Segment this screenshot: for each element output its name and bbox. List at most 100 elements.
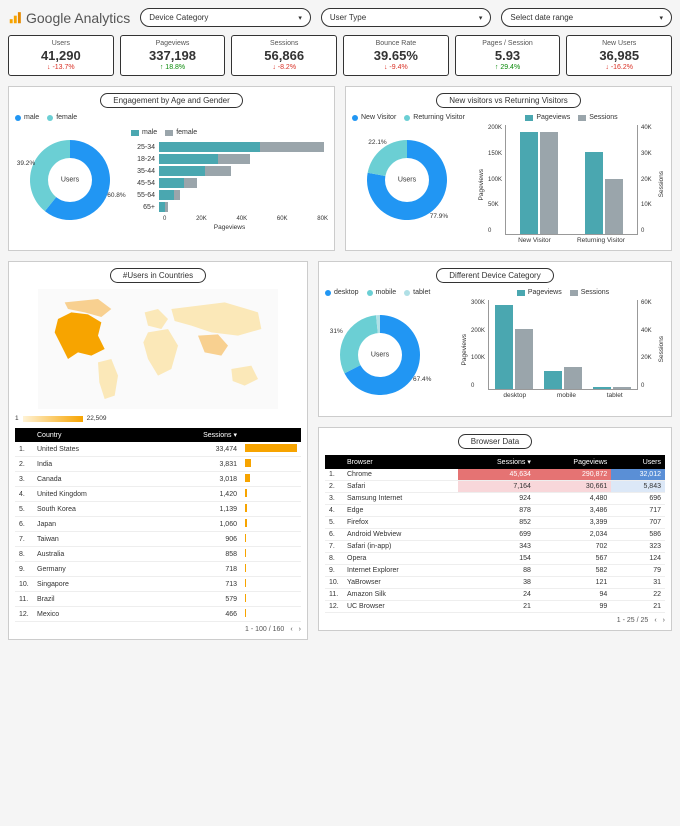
table-row[interactable]: 3.Samsung Internet9244,480696 bbox=[325, 493, 665, 505]
devices-panel: Different Device Category desktopmobilet… bbox=[318, 261, 672, 417]
kpi-card: Sessions 56,866 ↓ -8.2% bbox=[231, 35, 337, 76]
kpi-label: Pages / Session bbox=[458, 40, 558, 47]
next-page-icon[interactable]: › bbox=[299, 626, 301, 633]
legend-item: New Visitor bbox=[352, 114, 396, 121]
header: Google Analytics Device Category▾ User T… bbox=[8, 8, 672, 27]
legend-item: Sessions bbox=[578, 114, 617, 121]
kpi-row: Users 41,290 ↓ -13.7%Pageviews 337,198 ↑… bbox=[8, 35, 672, 76]
browsers-pager: 1 - 25 / 25 ‹ › bbox=[325, 617, 665, 624]
engagement-bars: malefemale 25-3418-2435-4445-5455-6465+ … bbox=[131, 129, 328, 231]
table-row[interactable]: 11.Amazon Silk249422 bbox=[325, 589, 665, 601]
prev-page-icon[interactable]: ‹ bbox=[654, 617, 656, 624]
kpi-value: 39.65% bbox=[346, 48, 446, 63]
visitors-panel: New visitors vs Returning Visitors New V… bbox=[345, 86, 672, 251]
donut-center: Users bbox=[61, 177, 79, 184]
table-row[interactable]: 1.Chrome45,634290,87232,012 bbox=[325, 469, 665, 481]
table-row[interactable]: 9.Germany718 bbox=[15, 562, 301, 577]
bar-group bbox=[544, 367, 582, 390]
table-row[interactable]: 4.United Kingdom1,420 bbox=[15, 487, 301, 502]
kpi-card: New Users 36,985 ↓ -16.2% bbox=[566, 35, 672, 76]
engagement-donut-legend: malefemale bbox=[15, 114, 328, 121]
age-bar-row: 55-64 bbox=[131, 190, 328, 200]
table-row[interactable]: 11.Brazil579 bbox=[15, 592, 301, 607]
legend-item: female bbox=[165, 129, 197, 136]
table-row[interactable]: 8.Opera154567124 bbox=[325, 553, 665, 565]
engagement-panel: Engagement by Age and Gender malefemale … bbox=[8, 86, 335, 251]
panel-title: Browser Data bbox=[458, 434, 532, 449]
prev-page-icon[interactable]: ‹ bbox=[290, 626, 292, 633]
countries-table: CountrySessions ▾ 1.United States33,4742… bbox=[15, 428, 301, 622]
date-range-dropdown[interactable]: Select date range▾ bbox=[501, 8, 672, 27]
devices-bars: PageviewsSessions Pageviews 300K200K100K… bbox=[461, 289, 665, 410]
kpi-delta: ↓ -9.4% bbox=[346, 64, 446, 71]
table-row[interactable]: 12.Mexico466 bbox=[15, 607, 301, 622]
bar-group bbox=[593, 387, 631, 389]
kpi-delta: ↓ -13.7% bbox=[11, 64, 111, 71]
kpi-delta: ↓ -8.2% bbox=[234, 64, 334, 71]
kpi-card: Pageviews 337,198 ↑ 18.8% bbox=[120, 35, 226, 76]
user-type-dropdown[interactable]: User Type▾ bbox=[321, 8, 492, 27]
analytics-icon bbox=[8, 11, 22, 25]
kpi-label: Sessions bbox=[234, 40, 334, 47]
legend-item: Pageviews bbox=[517, 289, 562, 296]
brand-text: Google Analytics bbox=[26, 10, 130, 26]
donut-center: Users bbox=[371, 352, 389, 359]
table-row[interactable]: 3.Canada3,018 bbox=[15, 472, 301, 487]
table-row[interactable]: 9.Internet Explorer8858279 bbox=[325, 565, 665, 577]
table-row[interactable]: 5.Firefox8523,399707 bbox=[325, 517, 665, 529]
table-row[interactable]: 6.Android Webview6992,034586 bbox=[325, 529, 665, 541]
panel-title: #Users in Countries bbox=[110, 268, 206, 283]
legend-item: desktop bbox=[325, 289, 359, 296]
table-row[interactable]: 2.India3,831 bbox=[15, 457, 301, 472]
age-bar-row: 18-24 bbox=[131, 154, 328, 164]
donut-center: Users bbox=[398, 177, 416, 184]
legend-item: female bbox=[47, 114, 77, 121]
age-bar-row: 35-44 bbox=[131, 166, 328, 176]
panel-title: Different Device Category bbox=[436, 268, 553, 283]
kpi-delta: ↑ 18.8% bbox=[123, 64, 223, 71]
kpi-delta: ↑ 29.4% bbox=[458, 64, 558, 71]
table-row[interactable]: 10.YaBrowser3812131 bbox=[325, 577, 665, 589]
kpi-value: 56,866 bbox=[234, 48, 334, 63]
bar-group bbox=[520, 132, 558, 234]
visitors-donut-legend: New Visitor Returning Visitor bbox=[352, 114, 472, 121]
table-row[interactable]: 4.Edge8783,486717 bbox=[325, 505, 665, 517]
table-row[interactable]: 6.Japan1,060 bbox=[15, 517, 301, 532]
legend-item: Sessions bbox=[570, 289, 609, 296]
table-row[interactable]: 10.Singapore713 bbox=[15, 577, 301, 592]
legend-item: Pageviews bbox=[525, 114, 570, 121]
devices-donut: Users67.4%31% bbox=[325, 300, 435, 410]
table-row[interactable]: 5.South Korea1,139 bbox=[15, 502, 301, 517]
age-bar-row: 65+ bbox=[131, 202, 328, 212]
age-bar-row: 25-34 bbox=[131, 142, 328, 152]
bar-group bbox=[495, 305, 533, 389]
kpi-value: 5.93 bbox=[458, 48, 558, 63]
kpi-delta: ↓ -16.2% bbox=[569, 64, 669, 71]
map-legend: 1 22,509 bbox=[15, 415, 301, 422]
bar-group bbox=[585, 152, 623, 235]
panel-title: Engagement by Age and Gender bbox=[100, 93, 243, 108]
kpi-label: Users bbox=[11, 40, 111, 47]
legend-item: male bbox=[131, 129, 157, 136]
table-row[interactable]: 1.United States33,474 bbox=[15, 442, 301, 457]
table-row[interactable]: 2.Safari7,16430,6615,843 bbox=[325, 481, 665, 493]
kpi-value: 337,198 bbox=[123, 48, 223, 63]
legend-item: Returning Visitor bbox=[404, 114, 465, 121]
browsers-panel: Browser Data BrowserSessions ▾PageviewsU… bbox=[318, 427, 672, 631]
logo: Google Analytics bbox=[8, 10, 130, 26]
table-row[interactable]: 12.UC Browser219921 bbox=[325, 601, 665, 613]
kpi-card: Bounce Rate 39.65% ↓ -9.4% bbox=[343, 35, 449, 76]
kpi-label: New Users bbox=[569, 40, 669, 47]
world-map bbox=[15, 289, 301, 409]
kpi-label: Bounce Rate bbox=[346, 40, 446, 47]
next-page-icon[interactable]: › bbox=[663, 617, 665, 624]
browsers-table: BrowserSessions ▾PageviewsUsers 1.Chrome… bbox=[325, 455, 665, 613]
age-bar-row: 45-54 bbox=[131, 178, 328, 188]
table-row[interactable]: 7.Safari (in-app)343702323 bbox=[325, 541, 665, 553]
table-row[interactable]: 8.Australia858 bbox=[15, 547, 301, 562]
engagement-donut: Users60.8%39.2% bbox=[15, 125, 125, 235]
table-row[interactable]: 7.Taiwan906 bbox=[15, 532, 301, 547]
device-category-dropdown[interactable]: Device Category▾ bbox=[140, 8, 311, 27]
panel-title: New visitors vs Returning Visitors bbox=[436, 93, 581, 108]
kpi-value: 36,985 bbox=[569, 48, 669, 63]
